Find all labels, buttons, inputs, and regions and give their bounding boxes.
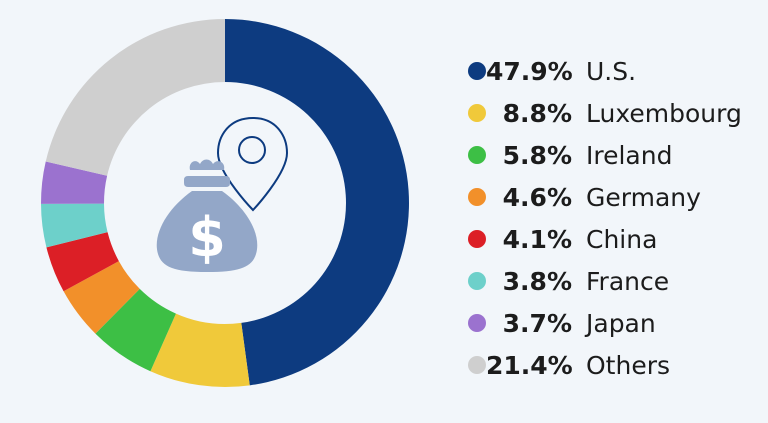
donut-slice-ireland bbox=[95, 288, 176, 372]
legend-swatch bbox=[468, 62, 486, 80]
legend-swatch bbox=[468, 104, 486, 122]
legend-swatch bbox=[468, 230, 486, 248]
legend-label: Japan bbox=[586, 308, 656, 338]
money-bag-location-pin-icon: $ bbox=[156, 116, 289, 272]
donut-slice-u-s bbox=[225, 19, 409, 386]
chart-legend: 47.9% U.S. 8.8% Luxembourg 5.8% Ireland 4.6% Ge… bbox=[468, 50, 742, 386]
legend-item-france: 3.8% France bbox=[468, 260, 742, 302]
legend-item-china: 4.1% China bbox=[468, 218, 742, 260]
legend-label: China bbox=[586, 224, 658, 254]
legend-swatch bbox=[468, 356, 486, 374]
legend-label: France bbox=[586, 266, 670, 296]
legend-label: Ireland bbox=[586, 140, 673, 170]
legend-item-germany: 4.6% Germany bbox=[468, 176, 742, 218]
svg-text:$: $ bbox=[188, 206, 226, 269]
legend-swatch bbox=[468, 188, 486, 206]
legend-label: U.S. bbox=[586, 56, 637, 86]
legend-value: 4.6% bbox=[502, 182, 572, 212]
legend-label: Others bbox=[586, 350, 671, 380]
legend-item-luxembourg: 8.8% Luxembourg bbox=[468, 92, 742, 134]
legend-item-japan: 3.7% Japan bbox=[468, 302, 742, 344]
donut-slice-others bbox=[45, 19, 226, 176]
legend-item-u-s: 47.9% U.S. bbox=[468, 50, 742, 92]
legend-item-others: 21.4% Others bbox=[468, 344, 742, 386]
donut-chart: $ bbox=[40, 19, 409, 387]
donut-slices bbox=[40, 19, 409, 387]
legend-value: 8.8% bbox=[502, 98, 572, 128]
donut-slice-france bbox=[41, 203, 108, 248]
legend-value: 4.1% bbox=[502, 224, 572, 254]
legend-swatch bbox=[468, 146, 486, 164]
legend-value: 21.4% bbox=[486, 350, 573, 380]
donut-slice-japan bbox=[40, 161, 108, 204]
donut-slice-germany bbox=[63, 261, 140, 334]
legend-value: 47.9% bbox=[486, 56, 573, 86]
donut-slice-china bbox=[46, 232, 119, 292]
legend-label: Luxembourg bbox=[586, 98, 742, 128]
legend-value: 3.7% bbox=[502, 308, 572, 338]
donut-slice-luxembourg bbox=[150, 313, 250, 387]
legend-swatch bbox=[468, 314, 486, 332]
legend-item-ireland: 5.8% Ireland bbox=[468, 134, 742, 176]
legend-label: Germany bbox=[586, 182, 701, 212]
legend-value: 5.8% bbox=[502, 140, 572, 170]
legend-swatch bbox=[468, 272, 486, 290]
legend-value: 3.8% bbox=[502, 266, 572, 296]
